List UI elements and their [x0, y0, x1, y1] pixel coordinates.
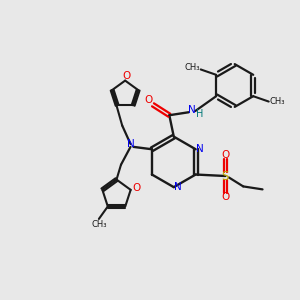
Text: O: O: [221, 150, 230, 160]
Text: S: S: [222, 169, 229, 182]
Text: H: H: [196, 109, 204, 119]
Text: O: O: [221, 192, 230, 203]
Text: CH₃: CH₃: [269, 97, 285, 106]
Text: CH₃: CH₃: [91, 220, 106, 230]
Text: N: N: [127, 139, 134, 149]
Text: O: O: [144, 95, 153, 105]
Text: O: O: [132, 183, 140, 194]
Text: N: N: [188, 105, 196, 115]
Text: N: N: [174, 182, 182, 192]
Text: O: O: [122, 71, 131, 81]
Text: CH₃: CH₃: [184, 63, 200, 72]
Text: N: N: [196, 144, 204, 154]
